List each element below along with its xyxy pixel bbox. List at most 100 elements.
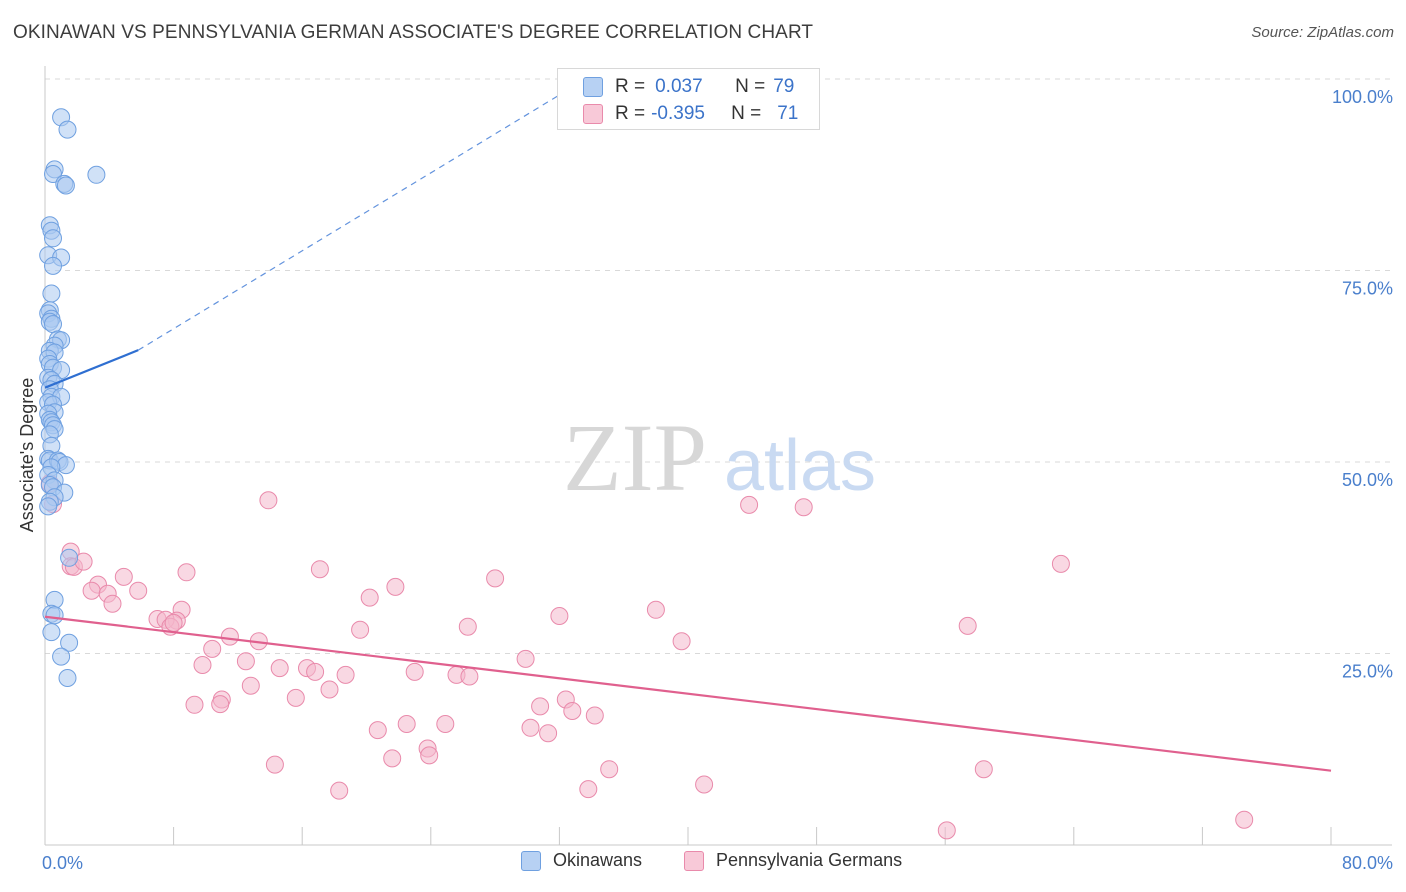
grid-layer [45, 78, 1392, 654]
stats-legend: R = 0.037 N = 79 R = -0.395 N = 71 [557, 68, 820, 130]
pennsylvania-germans-legend-swatch [684, 850, 704, 871]
point-okinawans [60, 548, 79, 567]
point-pennsylvania-germans [600, 760, 619, 779]
point-pennsylvania-germans [310, 560, 329, 579]
point-pennsylvania-germans [436, 715, 455, 733]
point-pennsylvania-germans [211, 695, 230, 714]
n-label: N = [735, 76, 766, 97]
legend-item-pennsylvania-germans[interactable]: Pennsylvania Germans [684, 850, 902, 871]
point-pennsylvania-germans [585, 706, 604, 725]
point-pennsylvania-germans [695, 775, 714, 794]
point-pennsylvania-germans [458, 617, 477, 636]
point-okinawans [44, 229, 62, 248]
point-pennsylvania-germans [563, 702, 582, 720]
stats-row-pennsylvania-germans: R = -0.395 N = 71 [583, 101, 798, 127]
pennsylvania-germans-swatch [583, 104, 603, 124]
r-value: -0.395 [651, 103, 705, 124]
n-label: N = [731, 103, 762, 124]
point-okinawans [39, 497, 58, 516]
point-pennsylvania-germans [516, 649, 535, 668]
watermark-atlas: atlas [724, 426, 876, 506]
trend-line-okinawans [44, 349, 139, 389]
r-label: R = [615, 103, 646, 124]
point-pennsylvania-germans [203, 639, 222, 658]
point-okinawans [44, 165, 62, 183]
y-tick-label: 25.0% [1342, 662, 1393, 682]
point-pennsylvania-germans [646, 600, 665, 619]
point-pennsylvania-germans [270, 659, 289, 678]
point-okinawans [87, 165, 106, 184]
y-axis-title: Associate's Degree [17, 378, 37, 533]
point-pennsylvania-germans [531, 697, 550, 716]
point-pennsylvania-germans [185, 695, 204, 714]
points-layer [39, 108, 1254, 840]
legend-label-pennsylvania-germans: Pennsylvania Germans [716, 850, 903, 870]
point-okinawans [58, 669, 77, 687]
point-pennsylvania-germans [539, 724, 558, 743]
point-okinawans [52, 647, 71, 666]
x-tick-label: 80.0% [1342, 853, 1393, 873]
point-okinawans [44, 315, 62, 334]
point-pennsylvania-germans [672, 632, 691, 651]
point-pennsylvania-germans [286, 688, 305, 707]
point-pennsylvania-germans [420, 746, 439, 765]
point-pennsylvania-germans [383, 749, 402, 768]
point-okinawans [42, 284, 61, 303]
x-tick-label: 0.0% [42, 853, 83, 873]
point-pennsylvania-germans [103, 594, 122, 613]
source-name: ZipAtlas.com [1307, 24, 1394, 41]
bottom-legend: Okinawans Pennsylvania Germans [0, 850, 1406, 880]
point-pennsylvania-germans [360, 588, 379, 607]
point-pennsylvania-germans [82, 581, 101, 600]
point-pennsylvania-germans [265, 755, 284, 774]
point-pennsylvania-germans [974, 760, 993, 779]
point-pennsylvania-germans [241, 676, 260, 695]
point-okinawans [44, 256, 62, 275]
stats-row-okinawans: R = 0.037 N = 79 [583, 74, 794, 100]
watermark-zip: ZIP [563, 404, 707, 511]
chart-title: OKINAWAN VS PENNSYLVANIA GERMAN ASSOCIAT… [13, 22, 814, 43]
point-pennsylvania-germans [937, 821, 956, 840]
point-pennsylvania-germans [368, 721, 387, 740]
watermark: ZIP atlas [563, 404, 876, 511]
n-value: 71 [777, 103, 799, 124]
legend-item-okinawans[interactable]: Okinawans [521, 850, 642, 871]
point-pennsylvania-germans [958, 616, 977, 635]
point-pennsylvania-germans [330, 781, 349, 800]
point-pennsylvania-germans [336, 665, 355, 684]
point-pennsylvania-germans [521, 718, 540, 737]
point-pennsylvania-germans [1051, 554, 1070, 573]
point-pennsylvania-germans [306, 662, 325, 681]
point-pennsylvania-germans [114, 567, 133, 586]
point-pennsylvania-germans [351, 620, 370, 639]
point-pennsylvania-germans [220, 627, 239, 646]
point-pennsylvania-germans [405, 662, 424, 681]
point-pennsylvania-germans [486, 569, 505, 588]
y-tick-label: 100.0% [1332, 87, 1393, 107]
legend-label-okinawans: Okinawans [553, 850, 643, 870]
point-pennsylvania-germans [1235, 810, 1254, 829]
point-pennsylvania-germans [177, 563, 196, 582]
r-label: R = [615, 76, 646, 97]
point-okinawans [56, 176, 75, 195]
point-okinawans [42, 623, 61, 642]
point-pennsylvania-germans [579, 780, 598, 799]
point-pennsylvania-germans [460, 667, 479, 686]
point-pennsylvania-germans [386, 577, 405, 596]
point-pennsylvania-germans [129, 581, 148, 600]
point-okinawans [58, 120, 77, 139]
n-value: 79 [773, 76, 795, 97]
point-pennsylvania-germans [320, 680, 339, 699]
trend-extension-okinawans [137, 91, 565, 351]
okinawans-swatch [583, 77, 603, 97]
source-prefix: Source: [1251, 24, 1308, 41]
source-label: Source: ZipAtlas.com [1251, 24, 1394, 41]
r-value: 0.037 [655, 76, 703, 97]
label-layer: 25.0% 50.0% 75.0% 100.0% 0.0% 80.0% Associate'… [17, 87, 1393, 873]
axis-layer [44, 66, 1392, 846]
point-pennsylvania-germans [794, 498, 813, 517]
okinawans-legend-swatch [521, 850, 541, 871]
point-pennsylvania-germans [397, 715, 416, 733]
point-pennsylvania-germans [236, 652, 255, 671]
